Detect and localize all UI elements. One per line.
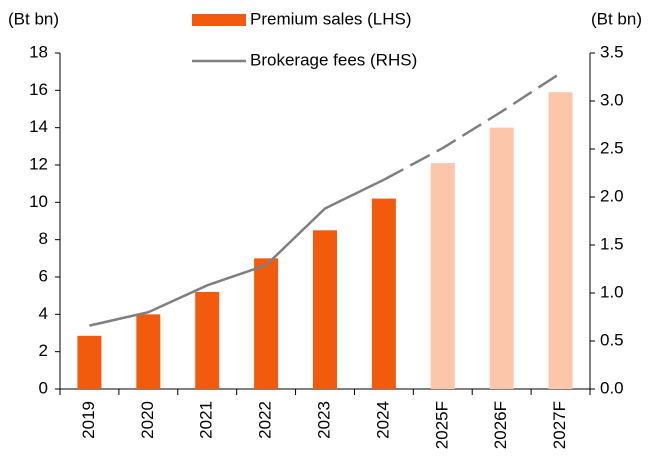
bar: [371, 198, 396, 389]
bar: [77, 335, 102, 389]
y-axis-label: (Bt bn): [8, 9, 59, 28]
bar: [548, 92, 573, 389]
bar: [136, 314, 161, 389]
legend-label: Premium sales (LHS): [250, 9, 412, 28]
line: [383, 72, 562, 181]
x-tick-label: 2027F: [550, 401, 569, 449]
y2-tick-label: 0.5: [600, 330, 624, 349]
y2-tick-label: 3.0: [600, 90, 624, 109]
y-tick-label: 8: [39, 229, 48, 248]
y2-tick-label: 2.5: [600, 138, 624, 157]
y-tick-label: 0: [39, 378, 48, 397]
y-tick-label: 18: [29, 42, 48, 61]
x-tick-label: 2026F: [491, 401, 510, 449]
y-tick-label: 10: [29, 192, 48, 211]
x-tick-label: 2025F: [432, 401, 451, 449]
x-tick-label: 2019: [79, 401, 98, 439]
x-tick-label: 2021: [197, 401, 216, 439]
bar: [313, 230, 337, 389]
bar: [430, 163, 455, 389]
bar: [195, 291, 220, 389]
bar: [489, 127, 514, 390]
y-tick-label: 12: [29, 154, 48, 173]
y2-tick-label: 1.0: [600, 282, 624, 301]
x-tick-label: 2024: [373, 401, 392, 439]
y2-tick-label: 0.0: [600, 378, 624, 397]
x-tick-label: 2023: [314, 401, 333, 439]
x-tick-label: 2022: [256, 401, 275, 439]
x-tick-label: 2020: [138, 401, 157, 439]
y-tick-label: 2: [39, 341, 48, 360]
y-tick-label: 6: [39, 266, 48, 285]
legend-label: Brokerage fees (RHS): [250, 50, 417, 69]
y-tick-label: 14: [29, 117, 48, 136]
y2-axis-label: (Bt bn): [591, 9, 642, 28]
y2-tick-label: 3.5: [600, 42, 624, 61]
y-tick-label: 4: [39, 304, 48, 323]
y-tick-label: 16: [29, 80, 48, 99]
line: [89, 178, 385, 327]
y2-tick-label: 1.5: [600, 234, 624, 253]
bar: [254, 258, 279, 389]
y2-tick-label: 2.0: [600, 186, 624, 205]
legend-swatch: [192, 14, 246, 26]
